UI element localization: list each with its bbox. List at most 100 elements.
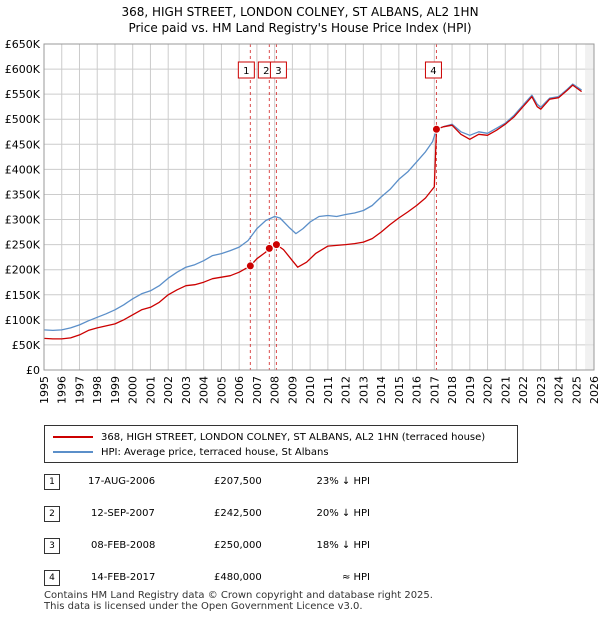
x-tick-label: 2021 <box>499 376 512 404</box>
x-tick-label: 2010 <box>304 376 317 404</box>
price-chart: £0 £50K £100K £150K £200K £250K £300K £350K £400… <box>5 38 600 404</box>
legend-item-property: 368, HIGH STREET, LONDON COLNEY, ST ALBA… <box>53 430 485 444</box>
x-tick-label: 2025 <box>570 376 583 404</box>
chart-title: 368, HIGH STREET, LONDON COLNEY, ST ALBA… <box>121 5 479 19</box>
axis-layer: £0 £50K £100K £150K £200K £250K £300K £350K £400… <box>5 38 600 404</box>
y-tick-label: £50K <box>12 339 41 352</box>
x-tick-label: 2019 <box>464 376 477 404</box>
y-tick-label: £250K <box>5 239 41 252</box>
x-tick-label: 2018 <box>446 376 459 404</box>
sale-marker-lines <box>249 44 437 370</box>
sale-dot-2 <box>264 243 274 253</box>
x-tick-label: 2003 <box>180 376 193 404</box>
hpi-line <box>43 83 582 332</box>
x-tick-label: 2013 <box>357 376 370 404</box>
transaction-date: 12-SEP-2007 <box>91 508 155 519</box>
sale-box-4 <box>424 61 442 79</box>
sale-box-label-2: 2 <box>263 66 269 77</box>
footer: Contains HM Land Registry data © Crown c… <box>44 590 433 612</box>
sale-box-3 <box>269 61 287 79</box>
y-tick-label: £150K <box>5 289 41 302</box>
sale-box-1 <box>237 61 255 79</box>
legend-swatch-hpi <box>53 451 93 453</box>
transaction-hpi: 20% ↓ HPI <box>316 508 370 519</box>
transaction-hpi: 18% ↓ HPI <box>316 540 370 551</box>
plot-frame <box>43 43 595 371</box>
x-tick-label: 2026 <box>588 376 600 404</box>
sale-dot-3 <box>271 240 281 250</box>
x-tick-label: 1998 <box>91 376 104 404</box>
y-tick-label: £0 <box>26 364 40 377</box>
transaction-hpi: 23% ↓ HPI <box>316 476 370 487</box>
legend-label-hpi: HPI: Average price, terraced house, St A… <box>101 446 329 458</box>
x-tick-label: 2014 <box>375 376 388 404</box>
x-tick-label: 2004 <box>198 376 211 404</box>
y-tick-label: £200K <box>5 264 41 277</box>
chart-title-block: 368, HIGH STREET, LONDON COLNEY, ST ALBA… <box>0 4 600 36</box>
x-tick-label: 2015 <box>393 376 406 404</box>
table-row: 4 14-FEB-2017 £480,000 ≈ HPI <box>44 570 564 586</box>
x-tick-label: 2000 <box>127 376 140 404</box>
table-row: 3 08-FEB-2008 £250,000 18% ↓ HPI <box>44 538 564 554</box>
legend-label-property: 368, HIGH STREET, LONDON COLNEY, ST ALBA… <box>101 431 486 443</box>
y-tick-label: £450K <box>5 138 41 151</box>
transaction-price: £207,500 <box>214 476 262 487</box>
sale-box-label-4: 4 <box>430 66 436 77</box>
transaction-number: 3 <box>44 538 60 554</box>
x-tick-label: 2006 <box>233 376 246 404</box>
table-row: 1 17-AUG-2006 £207,500 23% ↓ HPI <box>44 474 564 490</box>
transaction-date: 08-FEB-2008 <box>91 540 156 551</box>
transaction-hpi: ≈ HPI <box>341 572 370 583</box>
y-tick-label: £550K <box>5 88 41 101</box>
grid-layer <box>43 43 595 371</box>
transaction-price: £250,000 <box>214 540 262 551</box>
future-shading <box>585 44 594 370</box>
y-tick-label: £500K <box>5 113 41 126</box>
x-tick-label: 2011 <box>322 376 335 404</box>
x-tick-label: 2008 <box>269 376 282 404</box>
footer-copyright: Contains HM Land Registry data © Crown c… <box>44 590 433 601</box>
sale-dot-4 <box>431 124 441 134</box>
y-tick-label: £300K <box>5 214 41 227</box>
legend: 368, HIGH STREET, LONDON COLNEY, ST ALBA… <box>44 425 518 463</box>
y-tick-label: £350K <box>5 188 41 201</box>
x-tick-label: 2024 <box>553 376 566 404</box>
sale-box-label-1: 1 <box>243 66 249 77</box>
legend-item-hpi: HPI: Average price, terraced house, St A… <box>53 445 329 459</box>
y-tick-label: £650K <box>5 38 41 51</box>
x-tick-label: 2009 <box>286 376 299 404</box>
x-tick-label: 1996 <box>56 376 69 404</box>
chart-subtitle: Price paid vs. HM Land Registry's House … <box>128 21 472 35</box>
x-tick-label: 2016 <box>411 376 424 404</box>
sale-box-label-3: 3 <box>275 66 281 77</box>
x-tick-label: 2023 <box>535 376 548 404</box>
x-tick-label: 2002 <box>162 376 175 404</box>
x-tick-label: 2017 <box>428 376 441 404</box>
y-tick-label: £400K <box>5 163 41 176</box>
y-tick-label: £100K <box>5 314 41 327</box>
transaction-number: 2 <box>44 506 60 522</box>
x-tick-label: 2012 <box>340 376 353 404</box>
transaction-date: 14-FEB-2017 <box>91 572 156 583</box>
transaction-number: 4 <box>44 570 60 586</box>
sale-dots <box>245 124 441 271</box>
transaction-date: 17-AUG-2006 <box>88 476 156 487</box>
x-tick-label: 2022 <box>517 376 530 404</box>
x-tick-label: 2007 <box>251 376 264 404</box>
transaction-price: £242,500 <box>214 508 262 519</box>
table-row: 2 12-SEP-2007 £242,500 20% ↓ HPI <box>44 506 564 522</box>
x-tick-label: 2005 <box>215 376 228 404</box>
footer-licence: This data is licensed under the Open Gov… <box>44 601 363 612</box>
x-tick-label: 2020 <box>482 376 495 404</box>
x-tick-label: 1997 <box>73 376 86 404</box>
property-price-line <box>43 84 582 340</box>
x-tick-label: 2001 <box>144 376 157 404</box>
y-tick-label: £600K <box>5 63 41 76</box>
transaction-number: 1 <box>44 474 60 490</box>
x-tick-label: 1995 <box>38 376 51 404</box>
transaction-price: £480,000 <box>214 572 262 583</box>
future-layer <box>585 44 594 370</box>
legend-swatch-property <box>53 436 93 438</box>
sale-dot-1 <box>245 261 255 271</box>
